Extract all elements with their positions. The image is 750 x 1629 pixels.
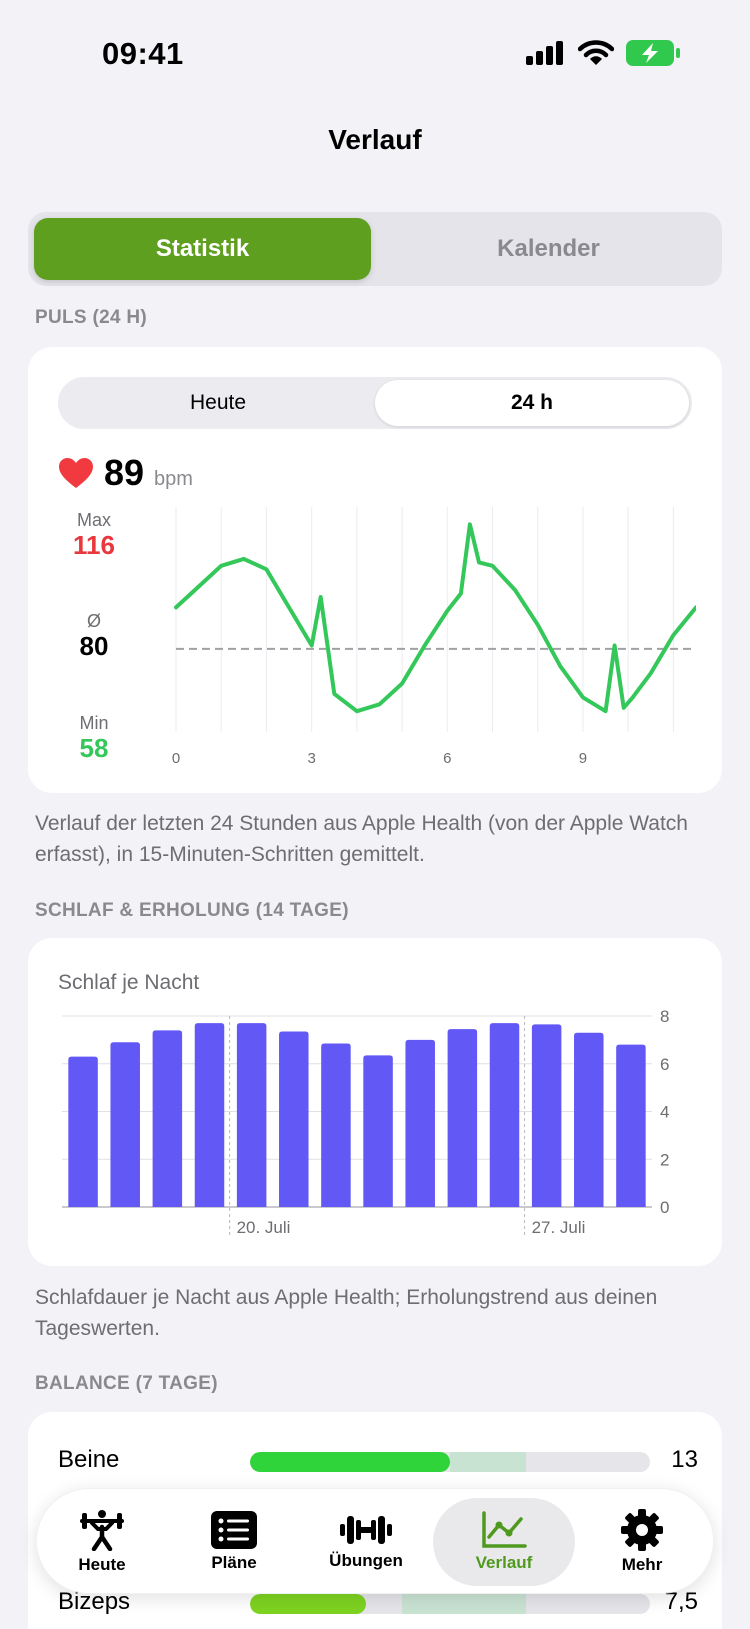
- avg-value: 80: [79, 631, 109, 661]
- max-label: Max: [76, 510, 111, 530]
- pulse-footnote: Verlauf der letzten 24 Stunden aus Apple…: [35, 812, 688, 866]
- sleep-bar: [152, 1030, 183, 1207]
- sleep-bar: [279, 1031, 309, 1207]
- pulse-section-header: PULS (24 H): [35, 307, 148, 328]
- sleep-x-label: 20. Juli: [237, 1218, 291, 1237]
- balance-fill: [250, 1452, 450, 1472]
- sleep-y-tick-label: 0: [660, 1198, 669, 1217]
- tab-heute[interactable]: Heute: [37, 1489, 167, 1595]
- balance-target-range: [450, 1452, 526, 1472]
- sleep-bar: [574, 1032, 604, 1207]
- sleep-y-tick-label: 2: [660, 1150, 669, 1169]
- pulse-x-tick-label: 0: [172, 750, 180, 767]
- status-bar: 09:41: [0, 0, 750, 110]
- balance-row-beine: Beine 13: [58, 1442, 698, 1482]
- sleep-bar: [363, 1055, 393, 1207]
- range-24h[interactable]: 24 h: [375, 380, 689, 426]
- pulse-chart: 0 3 6 9: [172, 507, 696, 767]
- status-icons: [526, 40, 680, 66]
- tab-uebungen[interactable]: Übungen: [301, 1489, 431, 1595]
- pulse-range-control: Heute 24 h: [58, 377, 692, 429]
- segment-statistik[interactable]: Statistik: [34, 218, 371, 280]
- balance-value: 13: [671, 1446, 698, 1473]
- sleep-y-tick-label: 6: [660, 1055, 669, 1074]
- balance-fill: [250, 1594, 366, 1614]
- current-pulse: 89 bpm: [58, 452, 193, 494]
- weightlifter-icon: [80, 1510, 124, 1551]
- balance-target-range: [402, 1594, 526, 1614]
- pulse-value: 89: [104, 452, 145, 493]
- tab-label: Verlauf: [475, 1553, 533, 1572]
- gear-icon: [621, 1509, 663, 1551]
- sleep-bar: [321, 1043, 351, 1207]
- tab-label: Pläne: [211, 1553, 257, 1572]
- sleep-bar: [194, 1023, 225, 1207]
- segment-kalender[interactable]: Kalender: [497, 235, 600, 262]
- sleep-bar: [616, 1044, 646, 1207]
- pulse-x-tick-label: 9: [579, 750, 587, 767]
- pulse-card: Heute 24 h 89 bpm Max 116 Ø 80 Min 58 0 3…: [28, 347, 722, 793]
- tab-mehr[interactable]: Mehr: [577, 1489, 707, 1595]
- balance-section-header: BALANCE (7 TAGE): [35, 1373, 218, 1394]
- min-label: Min: [79, 713, 109, 733]
- range-today[interactable]: Heute: [189, 391, 247, 414]
- sleep-section-header: SCHLAF & ERHOLUNG (14 TAGE): [35, 900, 349, 921]
- balance-row-bizeps: Bizeps 7,5: [58, 1584, 698, 1624]
- cellular-signal-icon: [526, 41, 563, 65]
- sleep-card-title: Schlaf je Nacht: [58, 971, 200, 994]
- tab-label: Übungen: [329, 1551, 403, 1570]
- pulse-x-tick-label: 3: [307, 750, 315, 767]
- sleep-y-tick-label: 4: [660, 1103, 669, 1122]
- dumbbell-icon: [340, 1516, 392, 1544]
- sleep-bar: [447, 1029, 478, 1207]
- sleep-bar: [236, 1023, 267, 1207]
- wifi-icon: [578, 40, 614, 65]
- sleep-card: Schlaf je Nacht 0 2 4 6 8 20. Juli 27. Juli: [28, 938, 722, 1266]
- sleep-y-tick-label: 8: [660, 1007, 669, 1026]
- pulse-unit: bpm: [154, 468, 193, 490]
- list-icon: [211, 1511, 257, 1549]
- status-time: 09:41: [102, 36, 184, 71]
- chart-line-icon: [482, 1511, 527, 1548]
- sleep-bar: [110, 1042, 140, 1207]
- sleep-chart: 0 2 4 6 8 20. Juli 27. Juli: [62, 1007, 669, 1237]
- view-segmented-control: Statistik Kalender: [28, 212, 722, 286]
- tab-verlauf[interactable]: Verlauf: [433, 1498, 575, 1586]
- page-title: Verlauf: [328, 124, 422, 155]
- tab-label: Mehr: [621, 1555, 663, 1574]
- pulse-x-tick-label: 6: [443, 750, 451, 767]
- pulse-series-line: [174, 522, 696, 714]
- sleep-bar: [405, 1039, 435, 1207]
- tab-label: Heute: [78, 1555, 126, 1574]
- avg-label: Ø: [86, 611, 101, 631]
- battery-charging-icon: [626, 40, 680, 66]
- balance-track: [250, 1452, 650, 1472]
- balance-label: Beine: [58, 1446, 120, 1473]
- tab-plaene[interactable]: Pläne: [169, 1489, 299, 1595]
- sleep-x-label: 27. Juli: [532, 1218, 586, 1237]
- max-value: 116: [73, 530, 115, 560]
- sleep-bar: [531, 1024, 562, 1207]
- tab-bar: Heute Pläne Übungen Verlauf: [36, 1488, 714, 1594]
- min-value: 58: [79, 733, 109, 763]
- balance-track: [250, 1594, 650, 1614]
- sleep-bar: [68, 1056, 98, 1207]
- sleep-footnote: Schlafdauer je Nacht aus Apple Health; E…: [35, 1286, 658, 1340]
- heart-icon: [59, 458, 93, 488]
- sleep-bar: [489, 1023, 520, 1207]
